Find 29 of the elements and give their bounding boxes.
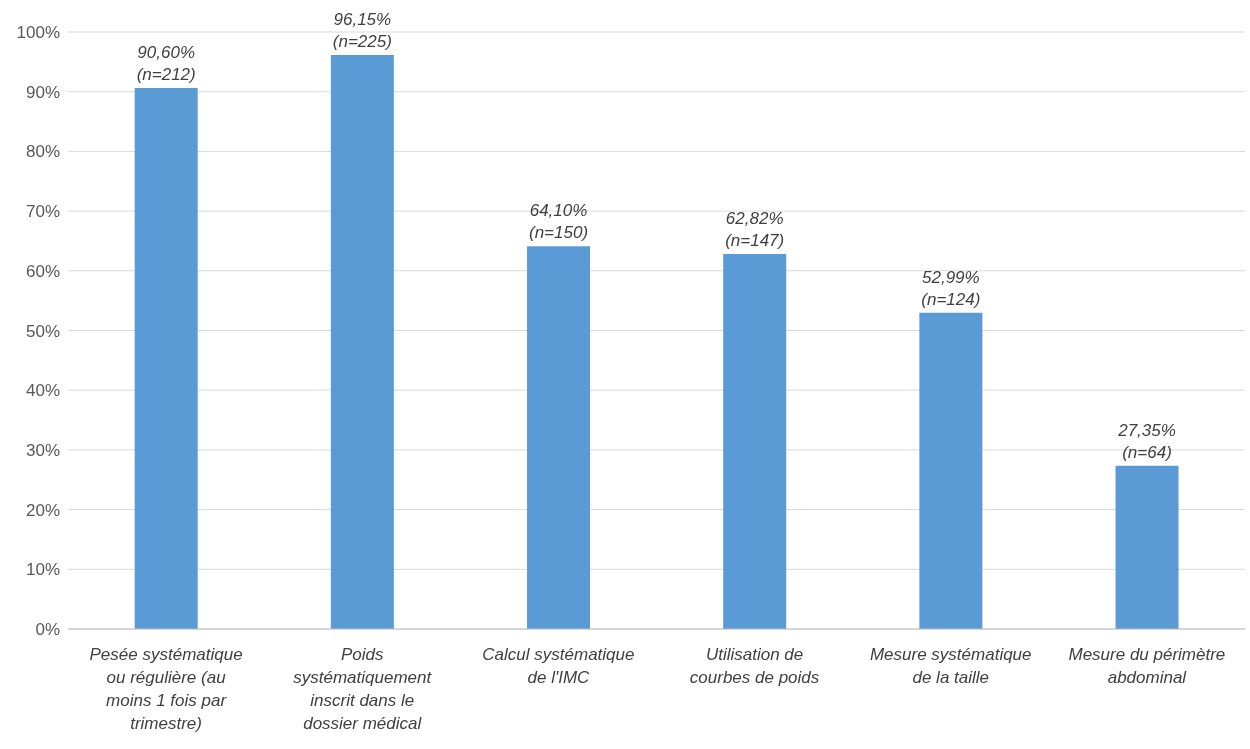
y-tick-label: 20%: [25, 500, 60, 520]
y-tick-label: 90%: [25, 82, 60, 102]
bar: [919, 312, 983, 629]
y-tick-label: 30%: [25, 440, 60, 460]
data-label: 96,15% (n=225): [332, 9, 392, 51]
y-tick-label: 50%: [25, 321, 60, 341]
data-label: 52,99% (n=124): [921, 267, 981, 309]
x-tick-label: Calcul systématique de l'IMC: [482, 645, 635, 687]
x-tick-label: Mesure du périmètre abdominal: [1068, 645, 1226, 687]
x-tick-label: Poids systématiquement inscrit dans le dossier médical: [293, 645, 433, 733]
data-label: 27,35% (n=64): [1117, 420, 1176, 462]
data-label: 62,82% (n=147): [725, 208, 785, 250]
y-tick-label: 0%: [35, 620, 60, 640]
y-tick-label: 100%: [16, 23, 60, 43]
x-tick-label: Pesée systématique ou régulière (au moins 1 fois par trimestre): [89, 645, 243, 733]
y-tick-label: 10%: [25, 560, 60, 580]
y-tick-label: 60%: [25, 261, 60, 281]
bar: [1115, 465, 1179, 629]
data-label: 90,60% (n=212): [136, 43, 196, 85]
bar: [527, 246, 591, 629]
bar: [330, 54, 394, 629]
bar: [134, 88, 198, 629]
x-tick-label: Mesure systématique de la taille: [869, 645, 1032, 687]
y-tick-label: 70%: [25, 202, 60, 222]
x-tick-label: Utilisation de courbes de poids: [689, 645, 820, 687]
bar: [723, 253, 787, 629]
data-label: 64,10% (n=150): [528, 201, 589, 243]
y-tick-label: 80%: [25, 142, 60, 162]
y-tick-label: 40%: [25, 381, 60, 401]
